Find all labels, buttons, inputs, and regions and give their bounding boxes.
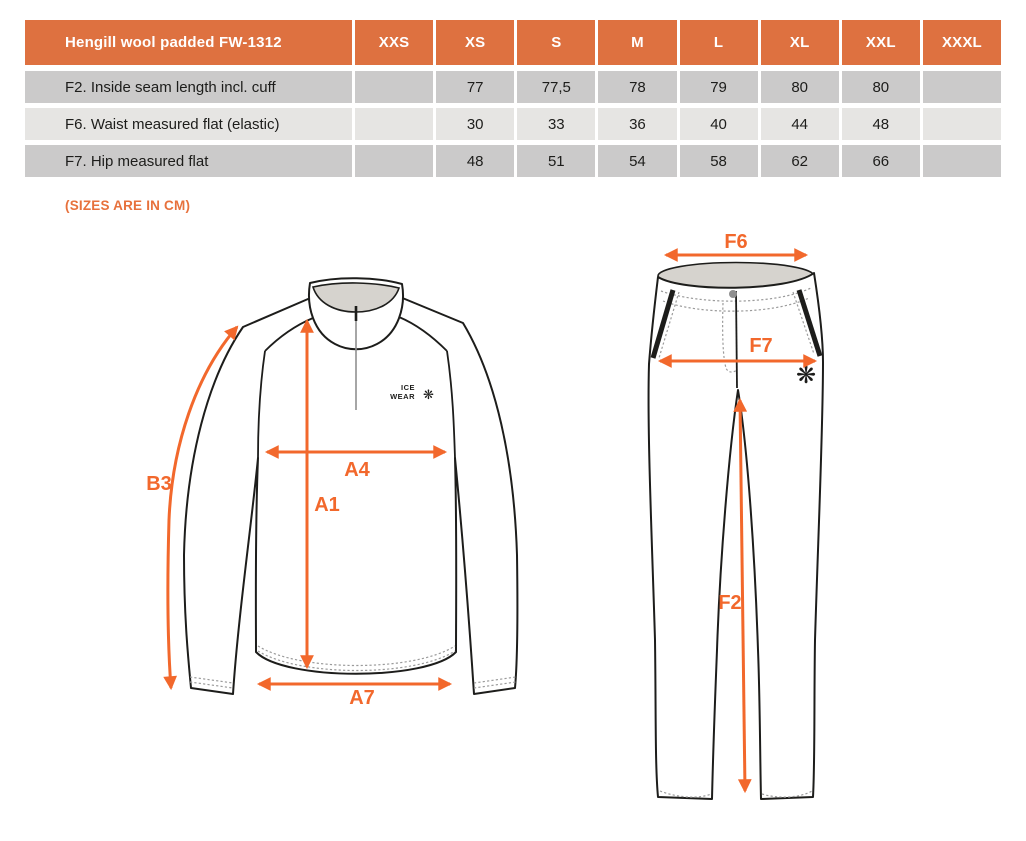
table-cell: 44 xyxy=(760,108,839,140)
table-row-f2: F2. Inside seam length incl. cuff 77 77,… xyxy=(25,71,1001,103)
row-label: F2. Inside seam length incl. cuff xyxy=(25,71,352,103)
hem-stitch xyxy=(257,645,456,667)
sweater-drawing: ICE WEAR ❋ B3 A1 A4 A7 xyxy=(146,277,519,709)
table-cell: 79 xyxy=(679,71,758,103)
icewear-logo: ICE WEAR ❋ xyxy=(390,383,434,402)
table-cell: 33 xyxy=(517,108,596,140)
table-row-f6: F6. Waist measured flat (elastic) 30 33 … xyxy=(25,108,1001,140)
row-label: F7. Hip measured flat xyxy=(25,145,352,177)
waist-opening xyxy=(657,261,815,291)
left-hem-stitch xyxy=(659,790,712,798)
right-pocket xyxy=(796,289,823,357)
size-header-xl: XL xyxy=(760,20,839,65)
row-label: F6. Waist measured flat (elastic) xyxy=(25,108,352,140)
arrow-b3 xyxy=(163,325,239,691)
label-a4: A4 xyxy=(344,459,370,481)
product-title: Hengill wool padded FW-1312 xyxy=(25,20,352,65)
table-cell: 80 xyxy=(760,71,839,103)
collar-inner xyxy=(311,282,401,313)
right-raglan-seam xyxy=(446,350,456,459)
table-cell: 80 xyxy=(841,71,920,103)
arrow-f2 xyxy=(733,397,752,794)
table-row-f7: F7. Hip measured flat 48 51 54 58 62 66 xyxy=(25,145,1001,177)
snowflake-icon: ❋ xyxy=(796,362,816,389)
table-cell: 40 xyxy=(679,108,758,140)
table-cell: 77 xyxy=(436,71,515,103)
size-header-xxs: XXS xyxy=(355,20,434,65)
size-table: Hengill wool padded FW-1312 XXS XS S M L… xyxy=(25,20,1001,182)
waist-button xyxy=(729,290,737,298)
snowflake-icon: ❋ xyxy=(423,387,434,402)
pants-drawing: ❋ F6 F7 F2 xyxy=(647,231,824,800)
label-f7: F7 xyxy=(749,335,772,357)
logo-text-line2: WEAR xyxy=(390,392,415,401)
table-cell xyxy=(922,145,1001,177)
left-pocket xyxy=(650,289,676,359)
table-cell: 58 xyxy=(679,145,758,177)
cuff-stitch xyxy=(473,681,517,689)
logo-text-line1: ICE xyxy=(401,383,415,392)
center-front-seam xyxy=(735,290,738,389)
table-cell xyxy=(922,71,1001,103)
table-cell: 51 xyxy=(517,145,596,177)
right-hem-stitch xyxy=(761,790,813,798)
size-header-l: L xyxy=(679,20,758,65)
left-raglan-seam xyxy=(257,350,266,459)
table-cell: 66 xyxy=(841,145,920,177)
size-header-xs: XS xyxy=(436,20,515,65)
label-a7: A7 xyxy=(349,687,375,709)
size-header-xxxl: XXXL xyxy=(922,20,1001,65)
table-cell: 78 xyxy=(598,71,677,103)
table-cell xyxy=(355,71,434,103)
hem-stitch xyxy=(257,650,456,672)
sizes-in-cm-note: (SIZES ARE IN CM) xyxy=(65,198,191,213)
right-shoulder-seam xyxy=(398,316,448,352)
waistband-stitch xyxy=(662,297,810,312)
size-header-xxl: XXL xyxy=(841,20,920,65)
cuff-stitch xyxy=(189,676,234,684)
table-cell: 54 xyxy=(598,145,677,177)
cuff-stitch xyxy=(473,676,517,684)
pants-silhouette xyxy=(647,272,824,800)
right-pocket-stitch xyxy=(792,291,815,355)
table-cell: 36 xyxy=(598,108,677,140)
left-shoulder-seam xyxy=(264,317,314,352)
table-cell: 48 xyxy=(436,145,515,177)
cuff-stitch xyxy=(189,681,234,689)
table-cell: 77,5 xyxy=(517,71,596,103)
table-cell: 62 xyxy=(760,145,839,177)
size-header-s: S xyxy=(517,20,596,65)
label-f2: F2 xyxy=(718,592,741,614)
table-cell xyxy=(922,108,1001,140)
table-cell xyxy=(355,108,434,140)
fly-stitch xyxy=(722,302,738,373)
sweater-silhouette xyxy=(183,296,519,695)
left-pocket-stitch xyxy=(658,291,680,359)
collar xyxy=(308,277,404,351)
label-f6: F6 xyxy=(724,231,747,253)
table-cell: 30 xyxy=(436,108,515,140)
table-cell xyxy=(355,145,434,177)
size-header-m: M xyxy=(598,20,677,65)
table-cell: 48 xyxy=(841,108,920,140)
waistband-stitch xyxy=(660,287,812,302)
label-a1: A1 xyxy=(314,494,340,516)
size-table-header-row: Hengill wool padded FW-1312 XXS XS S M L… xyxy=(25,20,1001,65)
label-b3: B3 xyxy=(146,473,172,495)
